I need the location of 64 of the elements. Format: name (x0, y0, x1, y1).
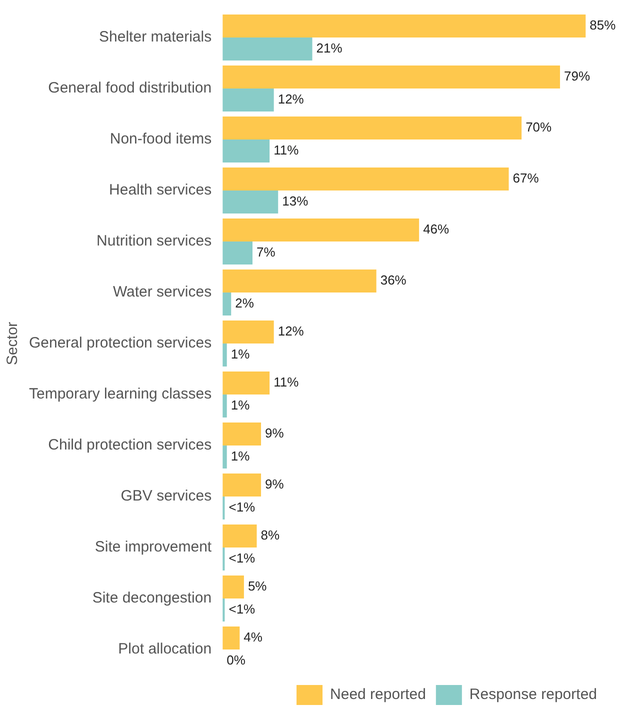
y-axis-title: Sector (4, 322, 22, 366)
data-label: 1% (230, 346, 250, 362)
bar (222, 66, 560, 88)
data-label: 8% (260, 528, 280, 543)
bar (222, 14, 586, 38)
bar (222, 292, 232, 316)
bar (222, 270, 376, 292)
y-tick-label: Water services (112, 284, 212, 301)
y-tick-label: GBV services (120, 488, 212, 505)
data-label: 1% (230, 448, 250, 464)
data-label: 85% (590, 18, 616, 33)
data-label: 46% (423, 222, 450, 237)
bar (222, 344, 227, 366)
y-tick-label: Shelter materials (99, 28, 212, 46)
data-label: 11% (274, 374, 300, 390)
bar (222, 446, 227, 468)
data-label: 70% (526, 120, 552, 135)
legend-label: Need reported (330, 686, 426, 704)
data-label: <1% (228, 550, 256, 566)
bar (222, 524, 257, 548)
data-label: 21% (316, 40, 343, 56)
bar (222, 626, 240, 650)
data-label: 4% (244, 630, 263, 645)
data-label: 67% (512, 170, 540, 186)
bar (222, 242, 252, 264)
data-label: 12% (278, 324, 304, 339)
y-tick-label: Temporary learning classes (29, 386, 212, 403)
y-tick-label: Nutrition services (96, 232, 212, 250)
bar (222, 422, 262, 446)
data-label: 11% (274, 142, 300, 158)
bar (222, 474, 262, 496)
y-tick-label: Plot allocation (118, 640, 212, 658)
data-label: <1% (228, 500, 256, 515)
bar (222, 116, 522, 140)
bar (222, 168, 509, 190)
data-label: 5% (248, 578, 268, 594)
y-tick-label: Site decongestion (92, 590, 212, 607)
bar (222, 372, 270, 394)
y-tick-label: Site improvement (94, 538, 212, 556)
data-label: <1% (228, 602, 256, 617)
data-label: 36% (380, 272, 407, 288)
data-label: 2% (235, 296, 254, 311)
bar (222, 218, 420, 242)
data-label: 12% (278, 92, 304, 107)
legend-label: Response reported (469, 686, 598, 704)
y-tick-label: Child protection services (48, 436, 212, 454)
data-label: 79% (564, 68, 590, 84)
data-label: 7% (256, 244, 276, 260)
bar (222, 38, 312, 60)
bar (222, 394, 227, 418)
bar (222, 190, 278, 214)
data-label: 1% (230, 398, 250, 413)
y-tick-label: General food distribution (48, 80, 212, 97)
bar (222, 140, 270, 162)
bar (222, 88, 274, 112)
y-tick-label: General protection services (28, 334, 212, 352)
y-tick-label: Non-food items (110, 130, 212, 148)
y-tick-label: Health services (109, 182, 212, 199)
data-label: 13% (282, 194, 309, 209)
bar (222, 320, 274, 344)
bar (222, 576, 244, 598)
data-label: 9% (265, 476, 284, 492)
data-label: 9% (265, 426, 284, 441)
data-label: 0% (226, 652, 246, 668)
